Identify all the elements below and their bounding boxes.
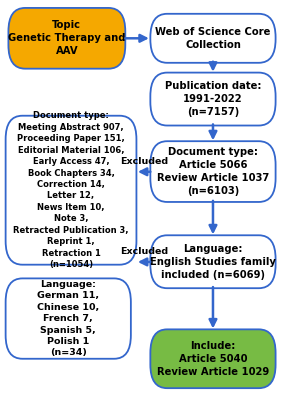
FancyBboxPatch shape bbox=[6, 278, 131, 359]
FancyBboxPatch shape bbox=[150, 141, 275, 202]
FancyBboxPatch shape bbox=[150, 73, 275, 126]
FancyBboxPatch shape bbox=[150, 235, 275, 288]
Text: Excluded: Excluded bbox=[120, 157, 168, 166]
Text: Language:
German 11,
Chinese 10,
French 7,
Spanish 5,
Polish 1
(n=34): Language: German 11, Chinese 10, French … bbox=[37, 280, 99, 358]
FancyBboxPatch shape bbox=[9, 8, 125, 69]
FancyBboxPatch shape bbox=[150, 14, 275, 63]
Text: Topic
Genetic Therapy and
AAV: Topic Genetic Therapy and AAV bbox=[8, 20, 126, 56]
Text: Excluded: Excluded bbox=[120, 247, 168, 256]
FancyBboxPatch shape bbox=[6, 116, 136, 265]
Text: Web of Science Core
Collection: Web of Science Core Collection bbox=[155, 27, 271, 50]
Text: Publication date:
1991-2022
(n=7157): Publication date: 1991-2022 (n=7157) bbox=[165, 81, 261, 117]
Text: Language:
English Studies family
included (n=6069): Language: English Studies family include… bbox=[150, 244, 276, 280]
Text: Include:
Article 5040
Review Article 1029: Include: Article 5040 Review Article 102… bbox=[157, 341, 269, 376]
Text: Document type:
Article 5066
Review Article 1037
(n=6103): Document type: Article 5066 Review Artic… bbox=[157, 147, 269, 196]
Text: Document type:
Meeting Abstract 907,
Proceeding Paper 151,
Editorial Material 10: Document type: Meeting Abstract 907, Pro… bbox=[13, 111, 129, 269]
FancyBboxPatch shape bbox=[150, 329, 275, 388]
